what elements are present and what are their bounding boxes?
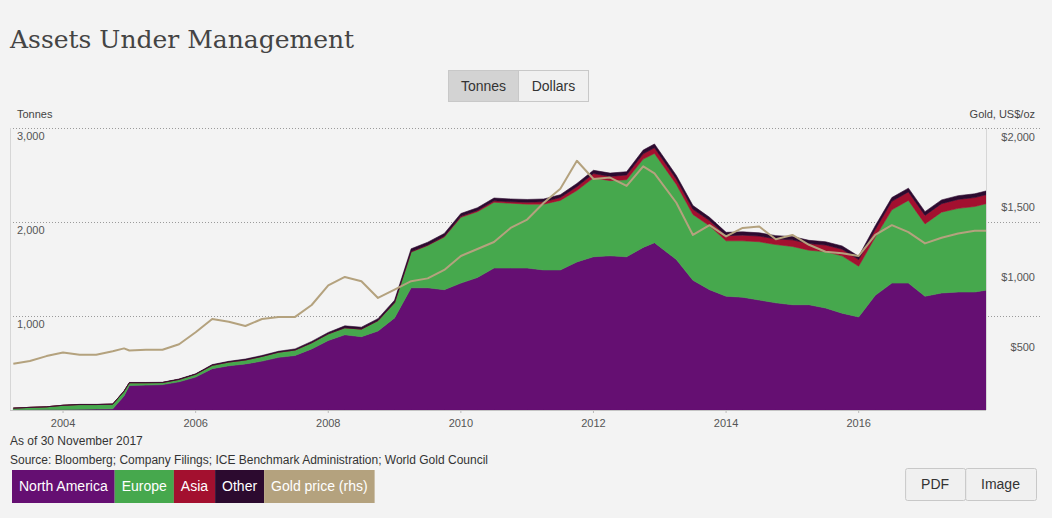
x-tick-label: 2016 (846, 417, 870, 429)
legend-swatch (215, 470, 264, 503)
legend-label: Other (222, 478, 257, 494)
export-buttons: Image PDF (906, 469, 1037, 501)
x-tick-label: 2014 (714, 417, 738, 429)
legend-label: North America (19, 478, 108, 494)
area-3 (13, 144, 986, 408)
x-tick-label: 2006 (183, 417, 207, 429)
y-tick-label: 2,000 (17, 224, 45, 236)
title: Assets Under Management (9, 25, 354, 54)
legend: North America Europe Asia Other Gold price (… (12, 470, 375, 503)
legend-label: Gold price (rhs) (271, 478, 367, 494)
legend-label: Europe (122, 478, 167, 494)
y2-tick (1036, 269, 1040, 270)
y-axis-line (10, 128, 11, 410)
x-tick-label: 2010 (449, 417, 473, 429)
note: As of 30 November 2017 (10, 434, 143, 448)
chart-canvas: Assets Under ManagementTonnesDollarsTonn… (0, 0, 1052, 518)
line-4 (13, 161, 986, 364)
toggle-button[interactable] (519, 71, 589, 102)
legend-item: Other (215, 470, 264, 503)
legend-swatch (115, 470, 174, 503)
legend-swatch (264, 470, 375, 503)
legend-label: Asia (181, 478, 208, 494)
y-tick-label: 3,000 (17, 130, 45, 142)
y2-axis-line (986, 128, 987, 410)
x-tick-label: 2008 (316, 417, 340, 429)
x-tick-label: 2012 (581, 417, 605, 429)
grid-line (10, 128, 1040, 129)
legend-swatch (174, 470, 215, 503)
button-label[interactable]: Image (981, 476, 1020, 492)
y2-axis-title: Gold, US$/oz (970, 108, 1035, 120)
legend-item: Asia (174, 470, 215, 503)
legend-item: North America (12, 470, 115, 503)
y2-tick (1036, 129, 1040, 130)
area-1 (13, 153, 986, 409)
y2-tick (1036, 339, 1040, 340)
export-button[interactable]: Image (966, 469, 1037, 501)
unit-toggle: Tonnes Dollars (449, 71, 589, 102)
x-tick-label: 2004 (51, 417, 75, 429)
legend-item: Gold price (rhs) (264, 470, 375, 503)
x-axis-line (10, 410, 986, 411)
y2-tick-label: $500 (1011, 341, 1035, 353)
toggle-label[interactable]: Tonnes (461, 78, 506, 94)
button-bg[interactable] (966, 469, 1037, 501)
button-bg[interactable] (906, 469, 966, 501)
y-axis-title: Tonnes (17, 108, 53, 120)
legend-swatch (12, 470, 115, 503)
y2-tick-label: $1,500 (1001, 201, 1035, 213)
y2-tick-label: $2,000 (1001, 131, 1035, 143)
toggle-label[interactable]: Dollars (532, 78, 576, 94)
export-button[interactable]: PDF (906, 469, 966, 501)
y2-tick-label: $1,000 (1001, 271, 1035, 283)
source: Source: Bloomberg; Company Filings; ICE … (10, 453, 488, 467)
y-tick-label: 1,000 (17, 318, 45, 330)
background (0, 0, 1052, 518)
plot-area (13, 144, 986, 410)
toggle-button[interactable] (449, 71, 519, 102)
legend-item: Europe (115, 470, 174, 503)
y2-tick (1036, 199, 1040, 200)
button-label[interactable]: PDF (921, 476, 949, 492)
area-2 (13, 148, 986, 408)
